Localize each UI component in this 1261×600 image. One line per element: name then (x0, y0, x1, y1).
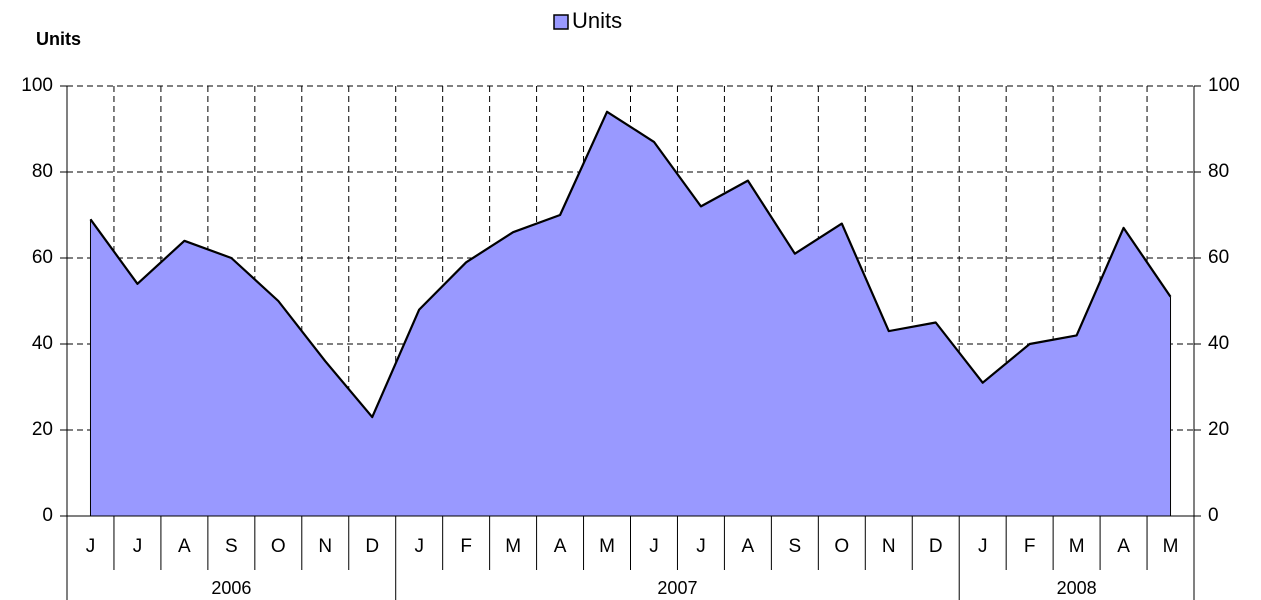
x-tick-label: J (414, 536, 424, 557)
y-tick-label: 40 (32, 333, 53, 354)
x-tick-label: N (882, 536, 896, 557)
y2-tick-label: 60 (1208, 247, 1229, 268)
group-label: 2007 (657, 578, 697, 598)
x-tick-label: N (318, 536, 332, 557)
y-tick-label: 80 (32, 161, 53, 182)
x-tick-label: D (929, 536, 943, 557)
x-tick-label: S (225, 536, 238, 557)
x-tick-label: M (599, 536, 615, 557)
x-tick-label: A (742, 536, 755, 557)
legend-swatch (553, 14, 569, 30)
x-tick-label: A (1117, 536, 1130, 557)
group-label: 2006 (211, 578, 251, 598)
y2-tick-label: 100 (1208, 75, 1240, 96)
y2-tick-label: 20 (1208, 419, 1229, 440)
y-tick-label: 100 (21, 75, 53, 96)
x-tick-label: M (505, 536, 521, 557)
x-tick-label: J (649, 536, 659, 557)
x-tick-label: J (978, 536, 988, 557)
x-tick-label: A (554, 536, 567, 557)
x-tick-label: J (696, 536, 706, 557)
y-tick-label: 20 (32, 419, 53, 440)
x-tick-label: S (789, 536, 802, 557)
x-tick-label: O (834, 536, 849, 557)
x-tick-label: F (460, 536, 472, 557)
x-tick-label: J (86, 536, 96, 557)
area-fill (90, 111, 1171, 517)
y-axis-title: Units (36, 29, 81, 49)
x-tick-label: O (271, 536, 286, 557)
x-tick-label: M (1069, 536, 1085, 557)
y2-tick-label: 80 (1208, 161, 1229, 182)
y2-tick-label: 40 (1208, 333, 1229, 354)
area-outline (89, 110, 1172, 419)
legend-label: Units (572, 8, 622, 33)
group-label: 2008 (1057, 578, 1097, 598)
y2-tick-label: 0 (1208, 505, 1219, 526)
x-tick-label: J (133, 536, 143, 557)
y-tick-label: 60 (32, 247, 53, 268)
x-tick-label: M (1163, 536, 1179, 557)
y-tick-label: 0 (42, 505, 53, 526)
x-tick-label: A (178, 536, 191, 557)
x-tick-label: D (365, 536, 379, 557)
x-tick-label: F (1024, 536, 1036, 557)
